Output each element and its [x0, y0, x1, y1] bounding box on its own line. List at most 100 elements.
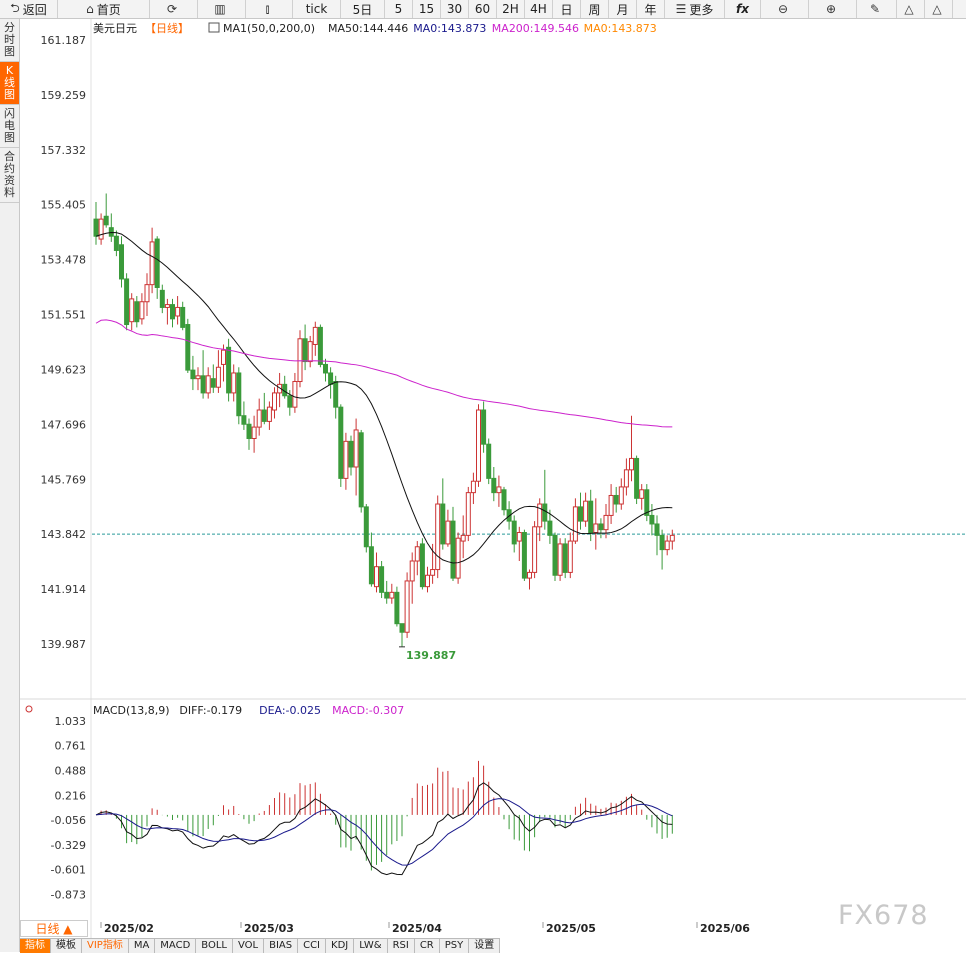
candle-body: [307, 341, 313, 363]
indicator-tab[interactable]: CR: [415, 939, 440, 953]
candle: [103, 193, 109, 228]
y-tick-label: 141.914: [41, 583, 87, 596]
candle-body: [226, 346, 232, 394]
indicator-tab[interactable]: 模板: [51, 939, 82, 953]
toolbar-btn-8[interactable]: 15: [413, 0, 441, 18]
toolbar-btn-10[interactable]: 60: [469, 0, 497, 18]
toolbar-fx-icon-18[interactable]: fx: [725, 0, 761, 18]
home-icon: ⌂: [86, 2, 94, 16]
candle-body: [583, 500, 589, 522]
candle-body: [491, 477, 497, 494]
candle: [343, 432, 349, 490]
candle-body: [287, 395, 293, 408]
indicator-tab[interactable]: VOL: [233, 939, 265, 953]
candle: [277, 372, 283, 408]
bar-chart-icon[interactable]: ▥: [198, 0, 246, 18]
candle: [470, 472, 476, 505]
indicator-tab[interactable]: BIAS: [264, 939, 299, 953]
day-period-tab[interactable]: 日线 ▲: [20, 920, 88, 937]
candle: [236, 367, 242, 425]
candle: [654, 515, 660, 556]
candle: [261, 392, 267, 425]
dea-line: [95, 798, 673, 866]
indicator-tab[interactable]: CCI: [298, 939, 327, 953]
period-label: 【日线】: [145, 21, 189, 35]
indicator-tab[interactable]: 设置: [469, 939, 501, 953]
candle: [154, 236, 160, 299]
toolbar-btn-16[interactable]: 年: [637, 0, 665, 18]
candle: [532, 521, 538, 579]
toolbar-btn-12[interactable]: 4H: [525, 0, 553, 18]
candle: [414, 541, 420, 576]
candle: [139, 293, 145, 325]
refresh-icon[interactable]: ⟳: [150, 0, 198, 18]
pen-icon[interactable]: ✎: [857, 0, 897, 18]
indicator-tab[interactable]: MACD: [155, 939, 197, 953]
x-tick-label: 2025/02: [104, 922, 154, 935]
indicator-tab[interactable]: VIP指标: [82, 939, 129, 953]
indicator-tab[interactable]: BOLL: [196, 939, 233, 953]
toolbar-btn-13[interactable]: 日: [553, 0, 581, 18]
indicator-tab[interactable]: 指标: [20, 939, 51, 953]
low-price-label: 139.887: [406, 649, 456, 662]
toolbar-btn-6[interactable]: 5日: [341, 0, 385, 18]
candle-body: [266, 406, 272, 422]
zoom-in-icon[interactable]: ⊕: [809, 0, 857, 18]
zoom-out-icon[interactable]: ⊖: [761, 0, 809, 18]
candle-body: [532, 526, 538, 573]
candle-body: [440, 503, 446, 545]
toolbar-btn-15[interactable]: 月: [609, 0, 637, 18]
side-tab-0[interactable]: 分时图: [0, 19, 19, 62]
candle-body: [200, 375, 206, 394]
toolbar-label: fx: [736, 2, 749, 16]
candle-body: [124, 278, 130, 326]
triangle-icon[interactable]: △: [897, 0, 925, 18]
legend-item: MA1(50,0,200,0): [223, 22, 315, 35]
macd-settings-icon[interactable]: [25, 705, 33, 713]
triangle-icon[interactable]: △: [925, 0, 953, 18]
toolbar-menu-icon-17[interactable]: ☰ 更多: [665, 0, 725, 18]
indicator-tab[interactable]: KDJ: [326, 939, 355, 953]
candle-body: [251, 426, 257, 439]
candle: [450, 506, 456, 581]
candle-body: [119, 244, 124, 280]
indicator-tab[interactable]: PSY: [440, 939, 470, 953]
toolbar-btn-11[interactable]: 2H: [497, 0, 525, 18]
macd-y-tick: 0.488: [55, 765, 87, 778]
indicator-settings-icon[interactable]: [208, 22, 220, 33]
toolbar-btn-9[interactable]: 30: [441, 0, 469, 18]
candle-body: [476, 409, 481, 482]
side-tab-2[interactable]: 闪电图: [0, 105, 19, 148]
indicator-tab[interactable]: LW&: [354, 939, 388, 953]
candle: [215, 350, 221, 393]
indicator-tab[interactable]: RSI: [388, 939, 415, 953]
candle-body: [664, 540, 670, 551]
toolbar-btn-14[interactable]: 周: [581, 0, 609, 18]
candle: [572, 498, 578, 544]
candle: [598, 518, 604, 539]
toolbar-label: 首页: [96, 2, 121, 17]
candle-body: [430, 569, 436, 576]
toolbar-home-icon-1[interactable]: ⌂ 首页: [58, 0, 150, 18]
candle-body: [649, 514, 655, 525]
macd-pane: 1.033 0.761 0.488 0.216 -0.056 -0.329 -0.601 -0…: [25, 704, 673, 901]
candle: [501, 486, 507, 516]
candle: [363, 504, 369, 553]
toolbar-label: 年: [644, 2, 657, 17]
candle-body: [93, 218, 99, 237]
indicator-tab[interactable]: MA: [129, 939, 156, 953]
candle-body: [154, 238, 160, 288]
toolbar-back-icon-0[interactable]: ⮌ 返回: [0, 0, 58, 18]
toolbar-label: 5: [394, 2, 403, 16]
candle-body: [256, 409, 262, 428]
side-tab-3[interactable]: 合约资料: [0, 148, 19, 203]
diff-line: [95, 782, 673, 876]
candle: [481, 401, 487, 453]
macd-y-tick: 1.033: [55, 715, 87, 728]
candle-icon[interactable]: ⫾: [246, 0, 293, 18]
toolbar-btn-5[interactable]: tick: [293, 0, 341, 18]
candle-body: [455, 537, 461, 579]
toolbar-btn-7[interactable]: 5: [385, 0, 413, 18]
candle-body: [486, 443, 492, 479]
